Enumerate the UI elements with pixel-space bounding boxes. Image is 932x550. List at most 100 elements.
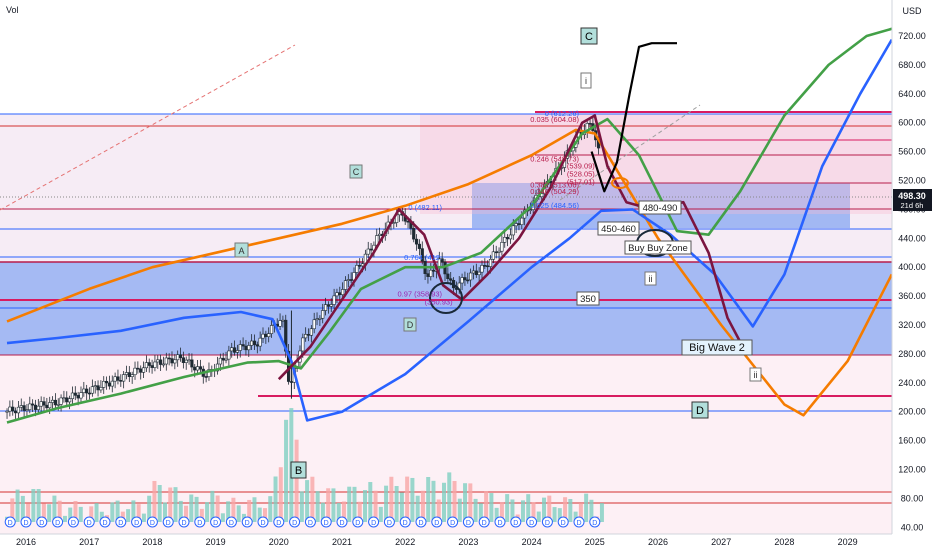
curve-1: [6, 38, 893, 422]
volume-bar: [447, 472, 452, 522]
candle-body: [232, 347, 237, 353]
x-tick-2023: 2023: [458, 537, 478, 547]
candle-body: [104, 380, 109, 384]
volume-bar: [520, 500, 525, 522]
dividend-marker: D: [526, 516, 538, 528]
candle-body: [238, 344, 242, 351]
candle-body: [335, 292, 339, 297]
volume-bar: [268, 496, 273, 522]
candle-body: [181, 357, 185, 363]
volume-bar: [431, 480, 436, 522]
fib-label: 0.346 (504.29): [530, 187, 579, 196]
svg-text:D: D: [39, 520, 44, 527]
candle-body: [412, 228, 416, 240]
volume-bar: [73, 500, 78, 522]
volume-bar: [126, 509, 131, 522]
dividend-marker: D: [320, 516, 332, 528]
volume-bar: [47, 504, 52, 522]
volume-bar: [552, 507, 557, 522]
candle-body: [528, 209, 532, 211]
candle-body: [588, 123, 592, 125]
candle-body: [321, 310, 325, 319]
candle-body: [113, 376, 117, 382]
candle-body: [96, 385, 100, 391]
svg-text:D: D: [150, 520, 155, 527]
candle-body: [221, 357, 225, 361]
volume-bar: [399, 492, 404, 522]
candle-body: [79, 392, 83, 399]
svg-text:D: D: [696, 405, 704, 417]
volume-bar: [331, 488, 336, 522]
candle-body: [469, 272, 473, 281]
candle-body: [230, 347, 234, 352]
x-tick-2020: 2020: [269, 537, 289, 547]
candle-body: [159, 359, 163, 365]
volume-bar: [10, 498, 15, 522]
volume-bar: [347, 486, 352, 522]
dividend-marker: D: [304, 516, 316, 528]
candle-body: [16, 406, 21, 414]
dividend-marker: D: [67, 516, 79, 528]
svg-text:D: D: [102, 520, 107, 527]
x-tick-2027: 2027: [711, 537, 731, 547]
x-tick-2025: 2025: [585, 537, 605, 547]
volume-bar: [184, 505, 189, 522]
dividend-marker: D: [241, 516, 253, 528]
svg-text:D: D: [276, 520, 281, 527]
volume-bar: [578, 503, 583, 522]
candle-body: [59, 397, 63, 405]
candle-body: [343, 280, 348, 290]
candle-body: [477, 271, 481, 276]
trend-dash-2: [559, 104, 701, 201]
candle-body: [511, 225, 515, 236]
dividend-marker: D: [273, 516, 285, 528]
volume-bar: [157, 485, 162, 522]
wave-label-ii-bottom: ii: [749, 367, 762, 382]
candle-body: [304, 334, 308, 339]
y-tick-280: 280.00: [898, 349, 926, 359]
y-tick-400: 400.00: [898, 262, 926, 272]
volume-bar: [168, 487, 173, 522]
volume-bar: [405, 476, 410, 522]
volume-bar: [389, 476, 394, 522]
curve-0: [6, 128, 893, 417]
candle-body: [301, 337, 305, 352]
svg-text:D: D: [387, 520, 392, 527]
fib-label: (528.05): [567, 170, 595, 179]
candle-body: [184, 359, 188, 363]
price-axis[interactable]: USD 720.00 680.00 640.00 600.00 560.00 520.00…: [891, 0, 932, 550]
volume-bar: [494, 507, 499, 522]
candle-body: [508, 234, 513, 240]
fib-label: 0.382 (513.06): [530, 181, 579, 190]
candle-body: [48, 402, 52, 409]
svg-text:D: D: [466, 520, 471, 527]
svg-text:D: D: [55, 520, 60, 527]
volume-bar: [215, 495, 220, 522]
fib-label: (539.09): [567, 162, 595, 171]
volume-bar: [15, 489, 20, 522]
wave-annotations: C C A D D B i: [234, 27, 762, 479]
dividend-marker: D: [494, 516, 506, 528]
candle-body: [341, 289, 345, 295]
zone-label-350: 350: [576, 291, 600, 306]
x-tick-2016: 2016: [16, 537, 36, 547]
x-tick-2029: 2029: [838, 537, 858, 547]
volume-bar: [363, 490, 368, 522]
volume-bar: [173, 487, 178, 522]
fib-label: 0.246 (548.73): [530, 155, 579, 164]
volume-bar: [278, 467, 283, 522]
currency-label: USD: [902, 6, 922, 16]
dividend-marker: D: [146, 516, 158, 528]
svg-text:D: D: [197, 520, 202, 527]
candle-body: [156, 359, 160, 363]
candle-body: [76, 395, 80, 399]
time-axis[interactable]: 2016 2017 2018 2019 2020 2021 2022 2023 2024 2025…: [0, 533, 892, 550]
volume-bar: [194, 496, 199, 522]
volume-bar: [136, 504, 141, 522]
circle-2022-low: [429, 282, 463, 314]
candle-body: [8, 406, 12, 412]
candle-body: [198, 366, 203, 370]
volume-bar: [373, 490, 378, 522]
